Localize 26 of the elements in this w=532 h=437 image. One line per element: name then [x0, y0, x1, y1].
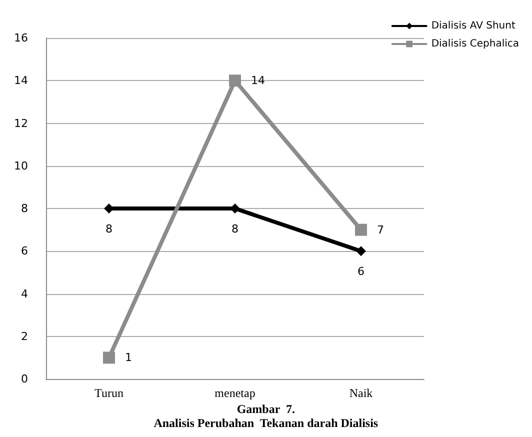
legend-label: Dialisis Cephalica	[431, 38, 519, 50]
x-tick-label: Naik	[349, 386, 373, 400]
y-tick-label: 2	[21, 330, 28, 343]
y-tick-label: 10	[14, 159, 28, 172]
data-label: 8	[106, 222, 112, 236]
y-tick-label: 8	[21, 202, 28, 215]
text: Analisis Perubahan Tekanan darah Dialisis	[154, 416, 378, 430]
y-tick-label: 14	[14, 74, 28, 88]
point	[229, 74, 241, 87]
x-tick-label: Turun	[94, 386, 124, 400]
data-label: 14	[251, 74, 265, 88]
data-label: 6	[358, 265, 364, 278]
y-tick-label: 12	[14, 116, 28, 130]
point	[355, 224, 367, 236]
data-label: 8	[232, 222, 238, 236]
y-tick-label: 16	[14, 32, 28, 44]
point	[103, 352, 115, 364]
y-tick-label: 0	[21, 372, 28, 386]
text: Gambar 7.	[236, 402, 295, 416]
y-tick-label: 4	[21, 287, 28, 300]
data-label: 1	[125, 351, 132, 364]
x-tick-label: menetap	[214, 386, 256, 400]
y-tick-label: 6	[21, 244, 28, 258]
data-label: 7	[377, 223, 384, 236]
point	[356, 246, 366, 256]
legend-label: Dialisis AV Shunt	[431, 20, 516, 32]
